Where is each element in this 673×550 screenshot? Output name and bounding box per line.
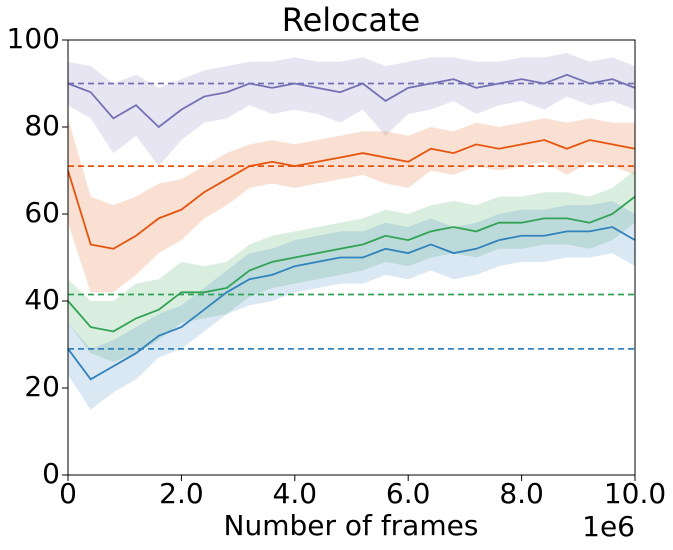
error-band bbox=[68, 118, 635, 293]
x-tick-label: 2.0 bbox=[159, 477, 204, 510]
x-tick-label: 0 bbox=[59, 477, 77, 510]
x-axis-label: Number of frames bbox=[224, 509, 479, 542]
plot-frame bbox=[67, 39, 636, 476]
x-tick-label: 8.0 bbox=[499, 477, 544, 510]
x-tick-label: 4.0 bbox=[273, 477, 318, 510]
error-band bbox=[68, 53, 635, 167]
x-tick-label: 6.0 bbox=[386, 477, 431, 510]
y-tick-label: 20 bbox=[24, 370, 60, 403]
y-tick-label: 60 bbox=[24, 196, 60, 229]
y-tick-label: 0 bbox=[42, 457, 60, 490]
y-tick-label: 80 bbox=[24, 109, 60, 142]
x-offset-label: 1e6 bbox=[582, 510, 635, 543]
y-tick-label: 100 bbox=[7, 22, 60, 55]
y-tick-label: 40 bbox=[24, 283, 60, 316]
error-band bbox=[68, 170, 635, 362]
chart-title: Relocate bbox=[282, 1, 420, 39]
series-line bbox=[67, 226, 636, 381]
error-band bbox=[68, 200, 635, 410]
series-line bbox=[67, 195, 636, 333]
x-tick-label: 10.0 bbox=[604, 477, 666, 510]
series-line bbox=[67, 139, 636, 250]
